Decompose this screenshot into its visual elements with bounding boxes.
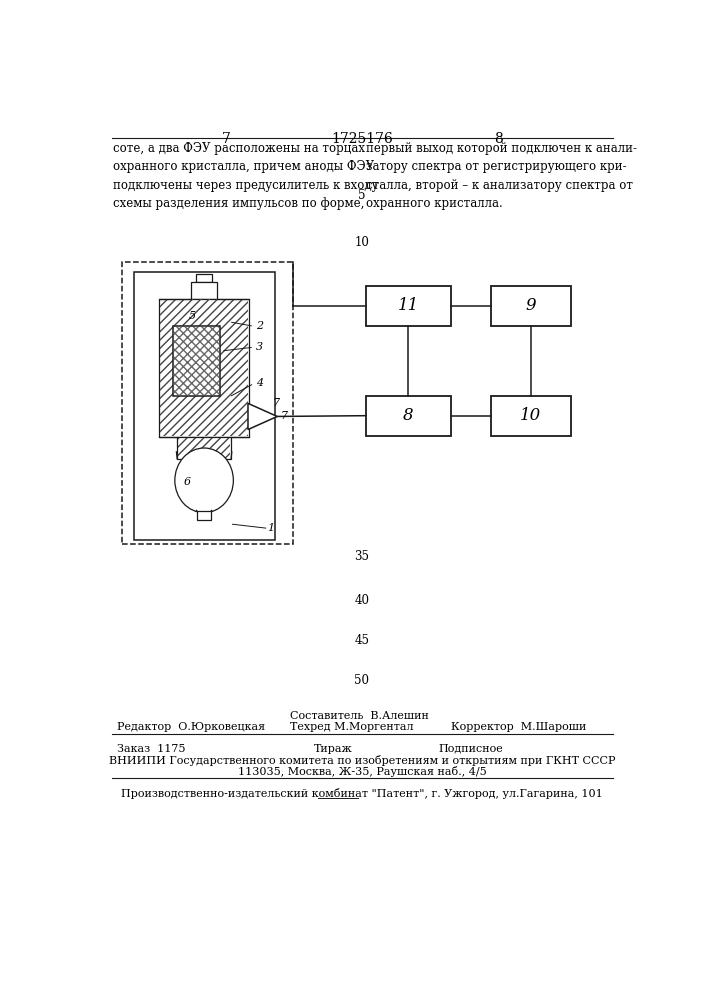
Text: 45: 45: [354, 634, 370, 647]
Text: 50: 50: [354, 674, 370, 687]
Text: 5: 5: [189, 311, 196, 321]
Text: Редактор  О.Юрковецкая: Редактор О.Юрковецкая: [117, 722, 265, 732]
Text: Производственно-издательский комбинат "Патент", г. Ужгород, ул.Гагарина, 101: Производственно-издательский комбинат "П…: [121, 788, 603, 799]
Bar: [122, 262, 293, 544]
Text: 7: 7: [281, 411, 288, 421]
Text: Тираж: Тираж: [313, 744, 352, 754]
Text: 6: 6: [184, 477, 191, 487]
Bar: [134, 272, 275, 540]
Bar: [178, 438, 230, 458]
Bar: [197, 511, 211, 520]
Text: 5: 5: [358, 189, 366, 202]
Text: 113035, Москва, Ж-35, Раушская наб., 4/5: 113035, Москва, Ж-35, Раушская наб., 4/5: [238, 766, 486, 777]
Text: Заказ  1175: Заказ 1175: [117, 744, 186, 754]
Text: Подписное: Подписное: [438, 744, 503, 754]
Bar: [174, 327, 218, 395]
Text: 10: 10: [354, 235, 369, 248]
Text: первый выход которой подключен к анали-
затору спектра от регистрирующего кри-
с: первый выход которой подключен к анали- …: [366, 142, 637, 210]
Text: 10: 10: [520, 407, 542, 424]
Text: 4: 4: [256, 378, 263, 388]
Text: ВНИИПИ Государственного комитета по изобретениям и открытиям при ГКНТ СССР: ВНИИПИ Государственного комитета по изоб…: [109, 755, 615, 766]
Bar: [160, 299, 248, 436]
Text: 2: 2: [256, 321, 263, 331]
Text: 11: 11: [397, 297, 419, 314]
Bar: [491, 286, 571, 326]
Bar: [366, 396, 450, 436]
Bar: [191, 282, 217, 299]
Text: 7: 7: [273, 398, 280, 408]
Text: 3: 3: [256, 342, 263, 352]
Bar: [491, 396, 571, 436]
Text: 8: 8: [403, 407, 414, 424]
Text: 40: 40: [354, 594, 370, 607]
Text: соте, а два ФЭУ расположены на торцах
охранного кристалла, причем аноды ФЭУ
подк: соте, а два ФЭУ расположены на торцах ох…: [113, 142, 379, 210]
Bar: [177, 437, 231, 459]
Text: 9: 9: [526, 297, 537, 314]
Text: 1: 1: [267, 523, 274, 533]
Text: 35: 35: [354, 550, 370, 563]
Text: 8: 8: [494, 132, 503, 146]
Bar: [160, 299, 249, 437]
Bar: [173, 326, 219, 396]
Ellipse shape: [175, 448, 233, 513]
Text: 7: 7: [222, 132, 231, 146]
Polygon shape: [248, 403, 277, 430]
Text: 1725176: 1725176: [331, 132, 393, 146]
Text: Корректор  М.Шароши: Корректор М.Шароши: [450, 722, 586, 732]
Text: Составитель  В.Алешин: Составитель В.Алешин: [291, 711, 429, 721]
Text: Техред М.Моргентал: Техред М.Моргентал: [291, 722, 414, 732]
Bar: [197, 274, 212, 282]
Bar: [366, 286, 450, 326]
